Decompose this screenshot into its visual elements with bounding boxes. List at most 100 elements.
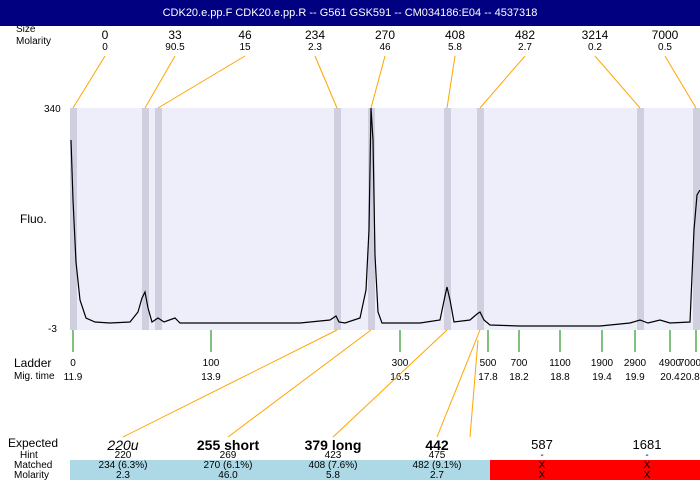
hint-value: 269 — [219, 450, 237, 461]
expected-size-label: 379 long — [304, 437, 362, 453]
matched-value: 482 (9.1%) — [412, 460, 462, 471]
peak-molarity-label: 0.5 — [658, 42, 672, 53]
unmatched-band — [490, 460, 700, 480]
plot-area — [70, 108, 700, 330]
ladder-size-label: 7000 — [678, 358, 700, 369]
matched-row-label: Matched — [14, 460, 53, 471]
peak-size-label: 46 — [238, 28, 252, 42]
peak-size-label: 270 — [374, 28, 396, 42]
matched-value: X — [538, 460, 546, 471]
ladder-size-label: 1100 — [549, 358, 571, 369]
peak-band — [693, 108, 700, 330]
molarity-value: X — [538, 470, 546, 481]
molarity-bottom-label: Molarity — [14, 470, 50, 481]
ladder-size-label: 500 — [479, 358, 497, 369]
peak-molarity-label: 5.8 — [448, 42, 462, 53]
matched-value: X — [643, 460, 651, 471]
fluorescence-trace — [70, 107, 700, 327]
peak-connector — [370, 55, 386, 109]
peak-size-label: 482 — [514, 28, 536, 42]
expected-row-label: Expected — [8, 436, 59, 450]
peak-size-label: 0 — [101, 28, 109, 42]
expected-size-label: 587 — [531, 437, 553, 452]
peak-band — [155, 108, 162, 330]
molarity-value: 2.3 — [116, 470, 130, 481]
ladder-size-label: 0 — [70, 358, 76, 369]
peak-molarity-label: 2.7 — [518, 42, 532, 53]
hint-value: - — [540, 450, 544, 461]
hint-value: - — [645, 450, 649, 461]
molarity-value: 5.8 — [326, 470, 340, 481]
peak-molarity-label: 15 — [239, 42, 251, 53]
hint-row-label: Hint — [20, 450, 38, 461]
molarity-row-label: Molarity — [16, 36, 52, 47]
peak-connector — [479, 55, 526, 109]
expected-size-label: 1681 — [632, 437, 662, 452]
peak-molarity-label: 0 — [102, 42, 108, 53]
expected-size-label: 255 short — [196, 437, 260, 453]
matched-value: 234 (6.3%) — [98, 460, 148, 471]
peak-connector — [157, 55, 246, 109]
peak-size-label: 408 — [444, 28, 466, 42]
peak-size-label: 33 — [168, 28, 182, 42]
y-min-label: -3 — [48, 324, 57, 335]
peak-connector — [72, 55, 106, 109]
peak-molarity-label: 46 — [379, 42, 391, 53]
match-connector — [436, 329, 481, 438]
hint-value: 423 — [324, 450, 342, 461]
migration-time-label: 17.8 — [478, 372, 498, 383]
migration-time-label: 19.9 — [625, 372, 645, 383]
peak-band — [444, 108, 451, 330]
migration-time-label: 18.8 — [550, 372, 570, 383]
peak-size-label: 3214 — [581, 28, 609, 42]
peak-molarity-label: 0.2 — [588, 42, 602, 53]
peak-band — [637, 108, 644, 330]
hint-value: 475 — [428, 450, 446, 461]
matched-value: 408 (7.6%) — [308, 460, 358, 471]
hint-value: 220 — [114, 450, 132, 461]
ladder-size-label: 300 — [391, 358, 409, 369]
ladder-row-label: Ladder — [14, 356, 52, 370]
peak-band — [368, 108, 375, 330]
ladder-size-label: 100 — [202, 358, 220, 369]
ladder-size-label: 700 — [510, 358, 528, 369]
peak-connector — [144, 55, 176, 109]
mig-time-row-label: Mig. time — [14, 371, 55, 382]
peak-connector — [594, 55, 641, 109]
match-connector — [332, 329, 448, 438]
match-connector — [227, 329, 372, 438]
peak-connector — [446, 55, 456, 109]
y-max-label: 340 — [44, 104, 61, 115]
peak-molarity-label: 90.5 — [165, 42, 185, 53]
peak-size-label: 7000 — [651, 28, 679, 42]
peak-connector — [314, 55, 338, 109]
peak-band — [334, 108, 341, 330]
window-title: CDK20.e.pp.F CDK20.e.pp.R -- G561 GSK591… — [0, 0, 700, 26]
peak-band — [477, 108, 484, 330]
molarity-value: 2.7 — [430, 470, 444, 481]
migration-time-label: 11.9 — [63, 372, 83, 383]
expected-size-label: 442 — [425, 437, 449, 453]
expected-size-label: 220u — [107, 437, 139, 453]
matched-value: 270 (6.1%) — [203, 460, 253, 471]
migration-time-label: 18.2 — [509, 372, 529, 383]
migration-time-label: 20.4 — [660, 372, 680, 383]
peak-connector — [664, 55, 697, 109]
matched-band — [70, 460, 490, 480]
match-connector — [469, 339, 479, 438]
ladder-size-label: 4900 — [658, 358, 682, 369]
peak-size-label: 234 — [304, 28, 326, 42]
ladder-size-label: 2900 — [623, 358, 647, 369]
y-axis-label: Fluo. — [20, 212, 47, 226]
size-row-label: Size — [16, 24, 36, 35]
migration-time-label: 19.4 — [592, 372, 612, 383]
migration-time-label: 13.9 — [201, 372, 221, 383]
migration-time-label: 20.8 — [680, 372, 700, 383]
peak-molarity-label: 2.3 — [308, 42, 322, 53]
molarity-value: 46.0 — [218, 470, 238, 481]
match-connector — [122, 329, 338, 438]
ladder-size-label: 1900 — [590, 358, 614, 369]
molarity-value: X — [643, 470, 651, 481]
peak-band — [142, 108, 149, 330]
